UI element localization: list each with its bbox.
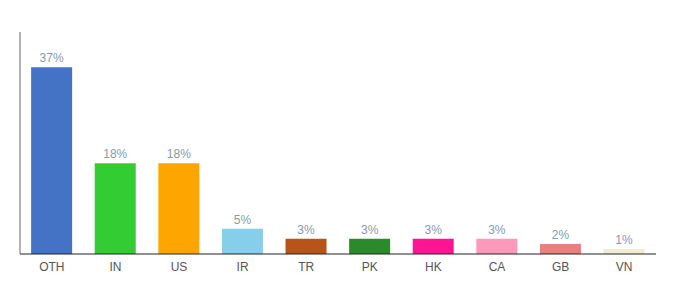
svg-text:VN: VN — [616, 260, 633, 274]
svg-text:OTH: OTH — [39, 260, 64, 274]
svg-text:1%: 1% — [615, 233, 633, 247]
svg-text:3%: 3% — [361, 223, 379, 237]
svg-text:3%: 3% — [488, 223, 506, 237]
svg-text:IN: IN — [109, 260, 121, 274]
svg-text:3%: 3% — [425, 223, 443, 237]
svg-text:US: US — [171, 260, 188, 274]
svg-text:18%: 18% — [167, 147, 191, 161]
svg-text:2%: 2% — [552, 228, 570, 242]
svg-text:18%: 18% — [103, 147, 127, 161]
svg-text:CA: CA — [489, 260, 506, 274]
svg-text:5%: 5% — [234, 213, 252, 227]
svg-text:TR: TR — [298, 260, 314, 274]
svg-text:GB: GB — [552, 260, 569, 274]
svg-text:IR: IR — [237, 260, 249, 274]
svg-text:37%: 37% — [40, 51, 64, 65]
svg-text:3%: 3% — [297, 223, 315, 237]
svg-text:HK: HK — [425, 260, 442, 274]
svg-text:PK: PK — [362, 260, 378, 274]
